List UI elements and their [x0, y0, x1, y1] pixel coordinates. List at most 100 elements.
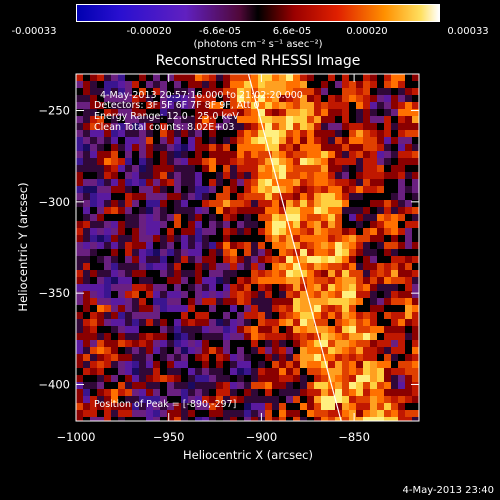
heatmap-cell: [237, 221, 244, 228]
heatmap-cell: [384, 116, 391, 123]
heatmap-cell: [335, 284, 342, 291]
heatmap-cell: [314, 109, 321, 116]
heatmap-cell: [391, 221, 398, 228]
heatmap-cell: [398, 228, 405, 235]
heatmap-cell: [181, 333, 188, 340]
heatmap-cell: [230, 123, 237, 130]
heatmap-cell: [125, 417, 132, 421]
heatmap-cell: [160, 179, 167, 186]
heatmap-cell: [139, 375, 146, 382]
heatmap-cell: [272, 137, 279, 144]
heatmap-cell: [83, 88, 90, 95]
heatmap-cell: [111, 396, 118, 403]
heatmap-cell: [370, 151, 377, 158]
heatmap-cell: [153, 221, 160, 228]
heatmap-cell: [286, 305, 293, 312]
heatmap-cell: [139, 144, 146, 151]
heatmap-cell: [391, 165, 398, 172]
heatmap-cell: [125, 270, 132, 277]
heatmap-cell: [370, 396, 377, 403]
colorbar: [76, 4, 440, 22]
heatmap-cell: [181, 235, 188, 242]
heatmap-cell: [286, 270, 293, 277]
heatmap-cell: [188, 291, 195, 298]
heatmap-cell: [265, 403, 272, 410]
heatmap-cell: [146, 165, 153, 172]
heatmap-cell: [167, 305, 174, 312]
heatmap-cell: [328, 179, 335, 186]
heatmap-cell: [202, 347, 209, 354]
heatmap-cell: [83, 298, 90, 305]
heatmap-cell: [111, 319, 118, 326]
heatmap-cell: [216, 417, 223, 421]
heatmap-cell: [398, 256, 405, 263]
heatmap-cell: [279, 116, 286, 123]
heatmap-cell: [90, 354, 97, 361]
heatmap-cell: [349, 165, 356, 172]
heatmap-cell: [90, 368, 97, 375]
heatmap-cell: [160, 249, 167, 256]
heatmap-cell: [153, 74, 160, 81]
heatmap-cell: [216, 242, 223, 249]
heatmap-cell: [265, 270, 272, 277]
heatmap-cell: [111, 312, 118, 319]
heatmap-cell: [209, 193, 216, 200]
heatmap-cell: [384, 151, 391, 158]
heatmap-cell: [125, 305, 132, 312]
heatmap-cell: [181, 116, 188, 123]
heatmap-cell: [125, 88, 132, 95]
heatmap-cell: [265, 172, 272, 179]
heatmap-cell: [97, 382, 104, 389]
heatmap-cell: [321, 88, 328, 95]
heatmap-cell: [174, 382, 181, 389]
heatmap-cell: [104, 326, 111, 333]
heatmap-cell: [216, 151, 223, 158]
heatmap-cell: [125, 368, 132, 375]
heatmap-cell: [279, 242, 286, 249]
heatmap-cell: [188, 375, 195, 382]
heatmap-cell: [167, 151, 174, 158]
heatmap-cell: [335, 298, 342, 305]
heatmap-cell: [279, 319, 286, 326]
heatmap-cell: [293, 340, 300, 347]
heatmap-cell: [279, 263, 286, 270]
heatmap-cell: [244, 221, 251, 228]
heatmap-cell: [146, 200, 153, 207]
heatmap-cell: [111, 291, 118, 298]
heatmap-cell: [153, 81, 160, 88]
heatmap-cell: [209, 249, 216, 256]
heatmap-cell: [293, 116, 300, 123]
heatmap-cell: [412, 116, 419, 123]
heatmap-cell: [216, 165, 223, 172]
heatmap-cell: [216, 368, 223, 375]
heatmap-cell: [356, 158, 363, 165]
heatmap-cell: [342, 305, 349, 312]
heatmap-cell: [195, 235, 202, 242]
heatmap-cell: [349, 312, 356, 319]
heatmap-cell: [405, 193, 412, 200]
heatmap-cell: [251, 396, 258, 403]
heatmap-cell: [195, 396, 202, 403]
heatmap-cell: [356, 95, 363, 102]
heatmap-cell: [118, 151, 125, 158]
heatmap-cell: [237, 179, 244, 186]
heatmap-cell: [321, 340, 328, 347]
heatmap-cell: [258, 109, 265, 116]
heatmap-cell: [244, 249, 251, 256]
heatmap-cell: [181, 263, 188, 270]
heatmap-cell: [370, 249, 377, 256]
heatmap-cell: [174, 291, 181, 298]
heatmap-cell: [398, 417, 405, 421]
heatmap-cell: [377, 382, 384, 389]
heatmap-cell: [251, 109, 258, 116]
heatmap-cell: [314, 305, 321, 312]
heatmap-cell: [265, 193, 272, 200]
heatmap-cell: [209, 74, 216, 81]
heatmap-cell: [405, 88, 412, 95]
heatmap-cell: [377, 144, 384, 151]
heatmap-cell: [160, 144, 167, 151]
heatmap-cell: [370, 333, 377, 340]
heatmap-cell: [398, 207, 405, 214]
heatmap-cell: [195, 151, 202, 158]
heatmap-cell: [370, 102, 377, 109]
